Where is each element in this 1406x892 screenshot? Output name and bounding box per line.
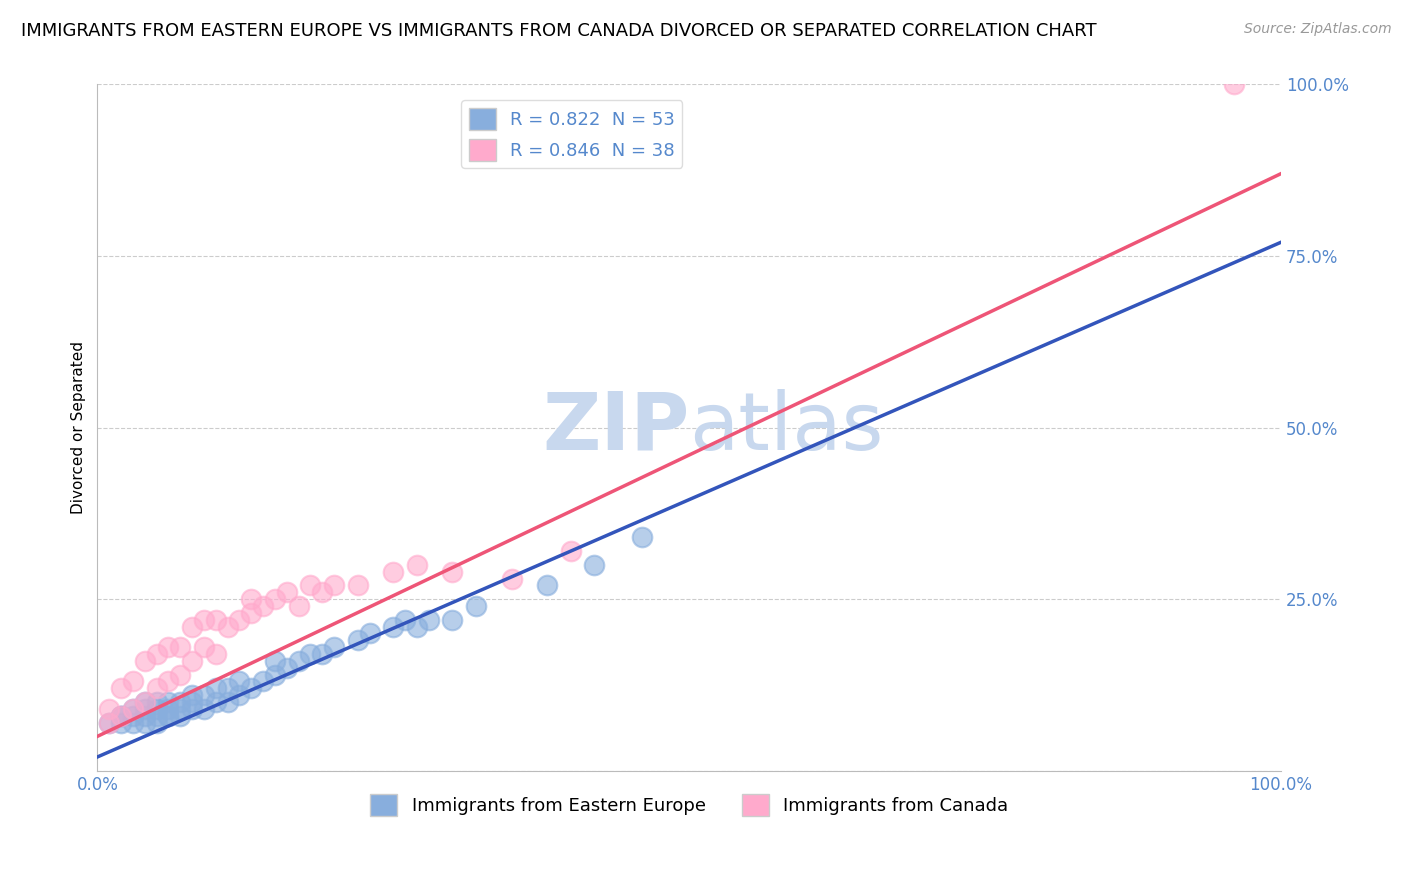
Point (169, 640, 191, 655)
Point (228, 613, 250, 627)
Point (193, 702, 215, 716)
Point (121, 674, 143, 689)
Point (193, 640, 215, 655)
Point (299, 578, 322, 592)
Point (169, 708, 191, 723)
Point (157, 702, 180, 716)
Point (134, 695, 156, 709)
Point (98, 715, 121, 730)
Point (264, 654, 287, 668)
Point (110, 708, 132, 723)
Point (110, 715, 132, 730)
Point (204, 613, 226, 627)
Point (110, 708, 132, 723)
Point (311, 647, 333, 661)
Point (157, 674, 180, 689)
Point (121, 702, 143, 716)
Point (193, 688, 215, 702)
Point (169, 702, 191, 716)
Point (98, 702, 121, 716)
Point (418, 613, 440, 627)
Point (181, 654, 204, 668)
Point (630, 530, 652, 544)
Point (181, 619, 204, 633)
Point (169, 667, 191, 681)
Point (287, 599, 309, 613)
Point (240, 681, 263, 696)
Point (193, 613, 215, 627)
Point (110, 708, 132, 723)
Text: IMMIGRANTS FROM EASTERN EUROPE VS IMMIGRANTS FROM CANADA DIVORCED OR SEPARATED C: IMMIGRANTS FROM EASTERN EUROPE VS IMMIGR… (21, 22, 1097, 40)
Point (134, 702, 156, 716)
Point (323, 578, 346, 592)
Point (228, 674, 250, 689)
Point (252, 599, 274, 613)
Point (465, 599, 488, 613)
Point (276, 585, 298, 599)
Point (181, 695, 204, 709)
Point (346, 578, 368, 592)
Point (145, 647, 167, 661)
Point (536, 578, 558, 592)
Point (121, 702, 143, 716)
Point (311, 585, 333, 599)
Point (441, 565, 464, 579)
Point (145, 702, 167, 716)
Text: Source: ZipAtlas.com: Source: ZipAtlas.com (1244, 22, 1392, 37)
Point (217, 695, 239, 709)
Point (204, 647, 226, 661)
Point (217, 681, 239, 696)
Point (157, 708, 180, 723)
Point (346, 633, 368, 648)
Point (134, 715, 156, 730)
Point (110, 681, 132, 696)
Point (359, 626, 381, 640)
Point (145, 695, 167, 709)
Point (169, 695, 191, 709)
Point (228, 688, 250, 702)
Point (217, 619, 239, 633)
Point (441, 613, 464, 627)
Y-axis label: Divorced or Separated: Divorced or Separated (72, 341, 86, 514)
Point (157, 695, 180, 709)
Point (145, 715, 167, 730)
Point (501, 572, 523, 586)
Point (583, 558, 606, 572)
Point (145, 681, 167, 696)
Point (157, 708, 180, 723)
Point (134, 695, 156, 709)
Point (1222, 78, 1244, 92)
Point (181, 702, 204, 716)
Point (382, 565, 405, 579)
Point (252, 674, 274, 689)
Point (560, 544, 582, 558)
Point (394, 613, 416, 627)
Point (121, 715, 143, 730)
Point (323, 640, 346, 655)
Legend: Immigrants from Eastern Europe, Immigrants from Canada: Immigrants from Eastern Europe, Immigran… (363, 787, 1015, 823)
Point (406, 619, 429, 633)
Point (204, 681, 226, 696)
Point (240, 606, 263, 620)
Point (264, 667, 287, 681)
Point (181, 688, 204, 702)
Point (264, 592, 287, 607)
Point (287, 654, 309, 668)
Point (204, 695, 226, 709)
Point (145, 708, 167, 723)
Point (134, 654, 156, 668)
Point (382, 619, 405, 633)
Text: ZIP: ZIP (541, 389, 689, 467)
Point (406, 558, 429, 572)
Point (276, 661, 298, 675)
Point (98, 715, 121, 730)
Point (134, 708, 156, 723)
Text: atlas: atlas (689, 389, 883, 467)
Point (121, 708, 143, 723)
Point (299, 647, 322, 661)
Point (157, 640, 180, 655)
Point (240, 592, 263, 607)
